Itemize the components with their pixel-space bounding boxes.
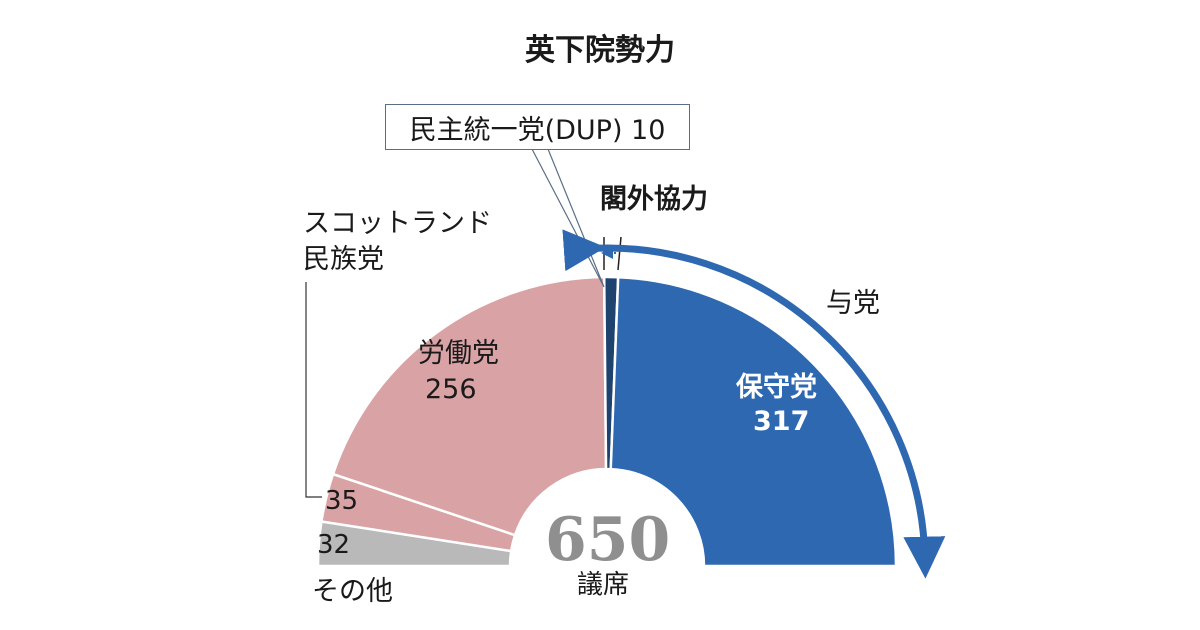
con-name-label: 保守党	[736, 372, 817, 403]
snp-label-line2: 民族党	[303, 244, 384, 275]
dup-label: 民主統一党(DUP) 10	[409, 114, 666, 146]
snp-leader-line	[305, 282, 322, 498]
total-seats-value: 650	[545, 505, 671, 575]
total-seats-unit: 議席	[577, 570, 630, 600]
dup-callout-pointer	[531, 148, 605, 288]
con-value-label: 317	[753, 406, 810, 437]
support-tick-right	[617, 236, 622, 271]
labour-value-label: 256	[425, 374, 477, 405]
chart-title: 英下院勢力	[525, 33, 675, 68]
confidence-supply-label: 閣外協力	[600, 184, 708, 215]
ruling-party-label: 与党	[826, 288, 880, 319]
snp-value-label: 35	[325, 486, 359, 516]
others-label: その他	[312, 576, 393, 607]
ruling-party-arrow	[562, 229, 946, 579]
snp-label-line1: スコットランド	[303, 208, 492, 239]
others-value-label: 32	[317, 530, 351, 560]
labour-name-label: 労働党	[418, 338, 499, 369]
segment-2	[331, 275, 608, 537]
dup-callout: 民主統一党(DUP) 10	[385, 104, 690, 150]
